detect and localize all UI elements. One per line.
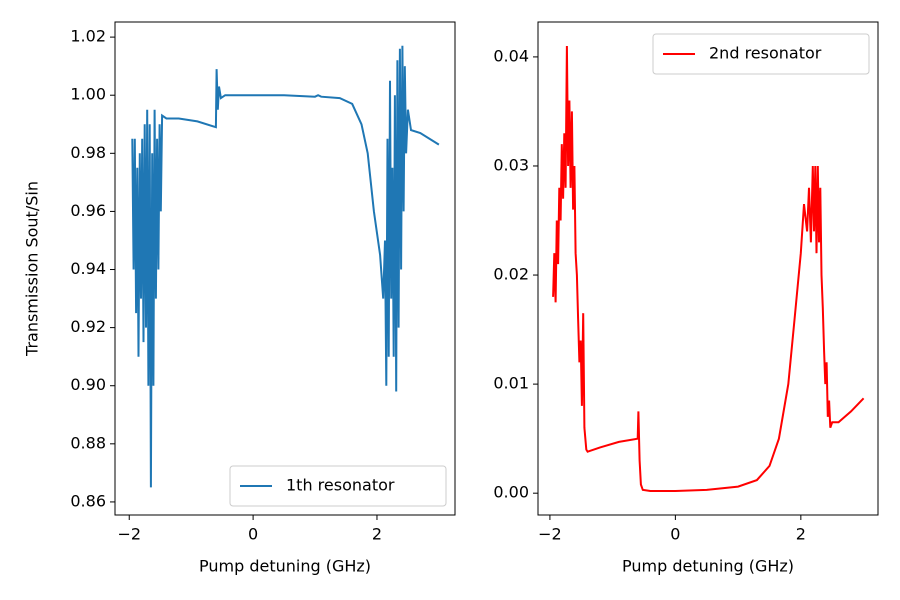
x-tick-label: −2 [117, 525, 141, 544]
x-axis-label: Pump detuning (GHz) [199, 557, 371, 576]
data-line [552, 45, 865, 492]
y-tick-label: 0.02 [493, 265, 529, 284]
legend-label: 2nd resonator [709, 44, 822, 63]
legend-box [652, 33, 870, 75]
data-line [131, 45, 440, 488]
y-tick-label: 0.86 [70, 491, 106, 510]
x-tick-label: 2 [796, 525, 806, 544]
y-tick-label: 0.94 [70, 259, 106, 278]
legend-box [229, 465, 447, 507]
y-tick-label: 0.96 [70, 201, 106, 220]
x-axis-label: Pump detuning (GHz) [622, 557, 794, 576]
y-tick-label: 1.00 [70, 85, 106, 104]
x-tick-label: −2 [538, 525, 562, 544]
x-tick-label: 0 [248, 525, 258, 544]
y-tick-label: 1.02 [70, 27, 106, 46]
y-tick-label: 0.01 [493, 374, 529, 393]
y-axis-label: Transmission Sout/Sin [23, 181, 42, 357]
y-tick-label: 0.04 [493, 46, 529, 65]
y-tick-label: 0.03 [493, 155, 529, 174]
y-tick-label: 0.90 [70, 375, 106, 394]
x-tick-label: 2 [372, 525, 382, 544]
x-tick-label: 0 [670, 525, 680, 544]
y-tick-label: 0.88 [70, 433, 106, 452]
y-tick-label: 0.98 [70, 143, 106, 162]
axes-frame [537, 21, 879, 516]
legend-label: 1th resonator [286, 476, 395, 495]
axes-frame [114, 21, 456, 516]
y-tick-label: 0.00 [493, 483, 529, 502]
y-tick-label: 0.92 [70, 317, 106, 336]
